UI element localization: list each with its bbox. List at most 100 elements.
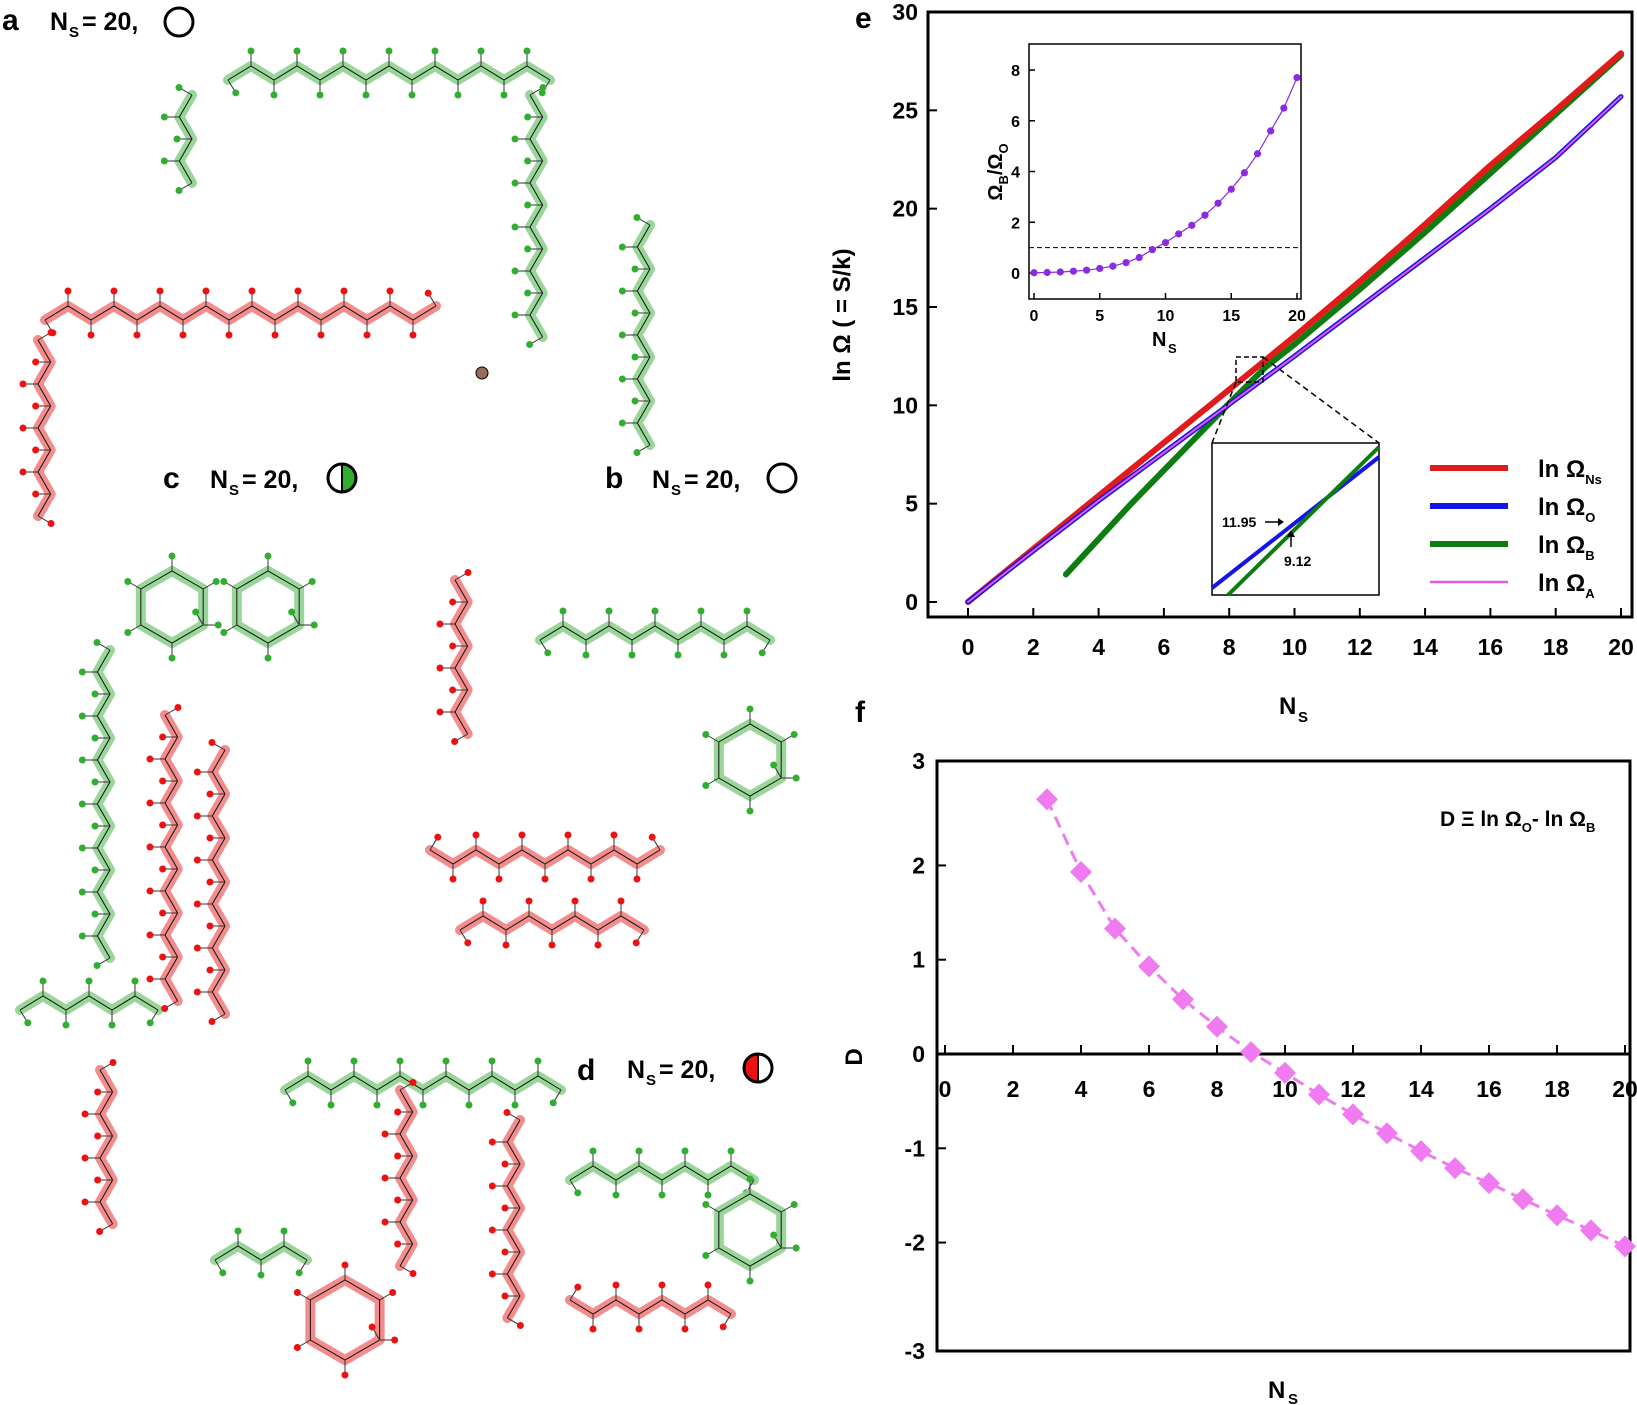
atom-dot <box>449 686 457 694</box>
legend-label: ln ΩNs <box>1538 456 1602 487</box>
inset-ratio-point <box>1280 104 1288 112</box>
atom-dot <box>206 966 214 974</box>
atom-dot <box>156 287 164 295</box>
chain-backbone <box>44 305 437 321</box>
atom-dot <box>368 1323 376 1331</box>
atom-dot <box>264 552 272 560</box>
atom-dot <box>389 1289 397 1296</box>
molecule-b-green <box>618 214 655 456</box>
chain-backbone <box>569 1299 732 1315</box>
chain-bond <box>135 566 209 648</box>
chart-f-series <box>1036 788 1636 1258</box>
panel-d-header: d N S = 20, <box>577 1052 774 1089</box>
inset-y-tick-label: 4 <box>1011 165 1020 182</box>
atom-dot <box>91 822 99 830</box>
atom-dot <box>280 1227 288 1235</box>
y-tick-label: 10 <box>892 392 918 418</box>
chart-f-y-ticks: 3 2 1 0 -1 -2 -3 <box>905 748 946 1364</box>
d-series-point <box>1478 1172 1500 1195</box>
y-tick-label: 3 <box>912 748 925 774</box>
inset-ratio-point <box>1148 246 1156 254</box>
x-tick-label: 20 <box>1612 1076 1637 1102</box>
zoom-arrowhead-right <box>1278 518 1284 526</box>
atom-dot <box>94 1088 102 1096</box>
atom-dot <box>32 446 40 454</box>
atom-dot <box>587 875 595 883</box>
d-series-point <box>1444 1157 1466 1180</box>
chain-bond <box>455 911 649 935</box>
atom-dot <box>523 47 531 55</box>
series-line-omega-ns <box>965 50 1624 605</box>
atom-dot <box>81 1110 89 1118</box>
x-tick-label: 14 <box>1412 634 1438 660</box>
atom-dot <box>146 843 154 851</box>
inset-ratio-point <box>1175 230 1183 238</box>
atom-dot <box>109 1059 117 1067</box>
atom-dot <box>502 941 510 949</box>
x-tick-label: 2 <box>1007 1076 1020 1102</box>
atom-dot <box>719 1323 727 1331</box>
chart-e-inset: 0 2 4 6 8 0 5 10 15 20 ΩB/ΩO N S <box>985 43 1306 356</box>
atom-dot <box>632 939 640 947</box>
atom-dot <box>526 340 534 348</box>
chart-e-y-ticks: 0 5 10 15 20 25 30 <box>892 0 937 615</box>
atom-dot <box>174 704 182 712</box>
atom-dot <box>78 888 86 896</box>
panel-a-ns-value: = 20, <box>82 8 138 36</box>
atom-dot <box>434 833 442 841</box>
panel-d-ns-label: N <box>627 1056 645 1084</box>
atom-dot <box>564 831 572 839</box>
x-tick-label: 12 <box>1347 634 1373 660</box>
molecule-c-ring1 <box>124 552 222 662</box>
atom-dot <box>385 47 393 55</box>
atom-dot <box>451 737 459 745</box>
half-green-circle-icon <box>326 462 358 494</box>
chart-f-x-ticks: 0 2 4 6 8 10 12 14 16 18 20 <box>939 1045 1637 1102</box>
atom-dot <box>341 1261 349 1269</box>
atom-dot <box>758 649 766 657</box>
atom-dot <box>464 569 472 577</box>
atom-dot <box>316 91 324 99</box>
chain-bond <box>565 1161 759 1185</box>
panel-c-ns-label: N <box>210 466 228 494</box>
atom-dot <box>524 289 532 297</box>
annotation-sub1: O <box>1522 820 1532 835</box>
zoom-omega-o-line <box>1210 455 1381 590</box>
atom-dot <box>419 1101 427 1109</box>
atom-dot <box>635 1147 643 1155</box>
panel-c-ns-value: = 20, <box>242 466 298 494</box>
panel-a-ns-sub: S <box>69 24 79 41</box>
d-series-point <box>1376 1122 1398 1145</box>
atom-dot <box>424 289 432 297</box>
chain-backbone <box>506 1119 521 1319</box>
atom-dot <box>394 1196 402 1204</box>
panel-b-ns-label: N <box>652 466 670 494</box>
atom-dot <box>631 265 639 273</box>
atom-dot <box>146 799 154 807</box>
half-red-circle-icon <box>742 1052 774 1084</box>
atom-dot <box>746 1175 754 1183</box>
atom-dot <box>746 1277 754 1285</box>
atom-dot <box>193 768 201 776</box>
molecule-b-green-low <box>535 607 775 659</box>
inset-x-tick-label: 10 <box>1157 308 1175 325</box>
atom-dot <box>94 1132 102 1140</box>
atom-dot <box>78 712 86 720</box>
d-series-point <box>1274 1061 1296 1084</box>
chain-bond <box>305 1275 385 1365</box>
atom-dot <box>658 1191 666 1199</box>
molecule-d-green-top <box>280 1057 566 1109</box>
atom-dot <box>702 1252 710 1259</box>
atom-dot <box>146 975 154 983</box>
atom-dot <box>78 668 86 676</box>
atom-dot <box>64 287 72 295</box>
atom-dot <box>633 448 641 456</box>
atom-dot <box>146 755 154 763</box>
chart-e-series <box>965 50 1624 605</box>
chart-f-xlabel-sub: S <box>1288 1391 1298 1405</box>
atom-dot <box>293 1289 301 1296</box>
y-tick-label: 15 <box>892 294 918 320</box>
chart-e-legend: ln ΩNs ln ΩO ln ΩB ln ΩA <box>1430 456 1602 601</box>
atom-dot <box>62 1021 70 1029</box>
